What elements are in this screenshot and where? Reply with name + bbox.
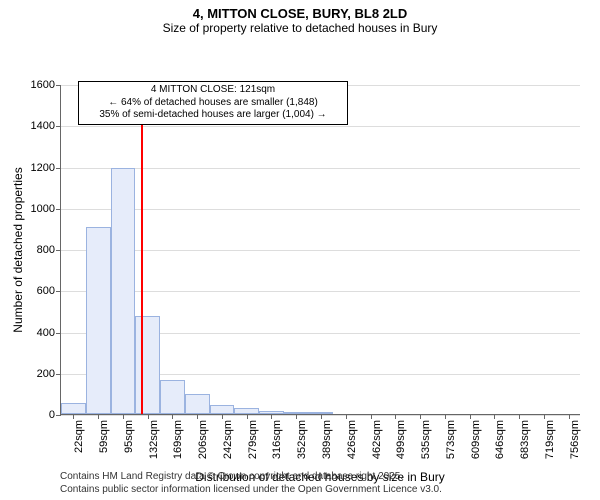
ytick-label: 200 [37,368,61,380]
xtick-label: 389sqm [321,420,333,459]
bar [135,316,160,414]
xtick-mark [420,414,421,419]
xtick-mark [371,414,372,419]
chart-titles: 4, MITTON CLOSE, BURY, BL8 2LD Size of p… [0,0,600,35]
xtick-label: 426sqm [346,420,358,459]
xtick-label: 573sqm [445,420,457,459]
xtick-mark [271,414,272,419]
xtick-label: 169sqm [172,420,184,459]
xtick-label: 206sqm [197,420,209,459]
xtick-label: 756sqm [569,420,581,459]
xtick-mark [148,414,149,419]
gridline [61,291,580,292]
xtick-label: 719sqm [544,420,556,459]
ytick-label: 1000 [31,203,61,215]
xtick-label: 646sqm [494,420,506,459]
bar [61,403,86,414]
footnote: Contains HM Land Registry data © Crown c… [60,470,442,496]
footnote-line: Contains public sector information licen… [60,483,442,496]
xtick-mark [222,414,223,419]
xtick-label: 535sqm [420,420,432,459]
title-line-2: Size of property relative to detached ho… [0,21,600,35]
xtick-mark [73,414,74,419]
ytick-label: 1200 [31,162,61,174]
gridline [61,126,580,127]
xtick-mark [321,414,322,419]
ytick-label: 1600 [31,79,61,91]
xtick-mark [395,414,396,419]
xtick-label: 683sqm [519,420,531,459]
xtick-mark [346,414,347,419]
ytick-label: 0 [49,409,61,421]
plot-area: 0200400600800100012001400160022sqm59sqm9… [60,85,580,415]
bar [210,405,235,414]
xtick-mark [544,414,545,419]
xtick-label: 499sqm [395,420,407,459]
annotation-line: ← 64% of detached houses are smaller (1,… [85,97,341,110]
xtick-label: 279sqm [247,420,259,459]
gridline [61,168,580,169]
xtick-mark [123,414,124,419]
xtick-label: 22sqm [73,420,85,453]
xtick-mark [494,414,495,419]
xtick-label: 609sqm [470,420,482,459]
bar [185,394,210,414]
ytick-label: 400 [37,327,61,339]
marker-line [141,85,143,414]
xtick-label: 352sqm [296,420,308,459]
xtick-label: 59sqm [98,420,110,453]
xtick-mark [470,414,471,419]
gridline [61,209,580,210]
xtick-label: 132sqm [148,420,160,459]
annotation-line: 35% of semi-detached houses are larger (… [85,109,341,122]
annotation-box: 4 MITTON CLOSE: 121sqm← 64% of detached … [78,81,348,125]
bar [86,227,111,414]
xtick-mark [445,414,446,419]
footnote-line: Contains HM Land Registry data © Crown c… [60,470,442,483]
gridline [61,250,580,251]
xtick-mark [98,414,99,419]
annotation-line: 4 MITTON CLOSE: 121sqm [85,84,341,97]
xtick-mark [172,414,173,419]
xtick-mark [519,414,520,419]
xtick-label: 95sqm [123,420,135,453]
bar [111,168,136,414]
xtick-label: 462sqm [371,420,383,459]
ytick-label: 800 [37,244,61,256]
xtick-mark [197,414,198,419]
xtick-label: 242sqm [222,420,234,459]
xtick-mark [247,414,248,419]
ytick-label: 600 [37,285,61,297]
xtick-mark [296,414,297,419]
xtick-label: 316sqm [271,420,283,459]
y-axis-label: Number of detached properties [11,167,25,332]
ytick-label: 1400 [31,120,61,132]
xtick-mark [569,414,570,419]
bar [160,380,185,414]
title-line-1: 4, MITTON CLOSE, BURY, BL8 2LD [0,6,600,21]
